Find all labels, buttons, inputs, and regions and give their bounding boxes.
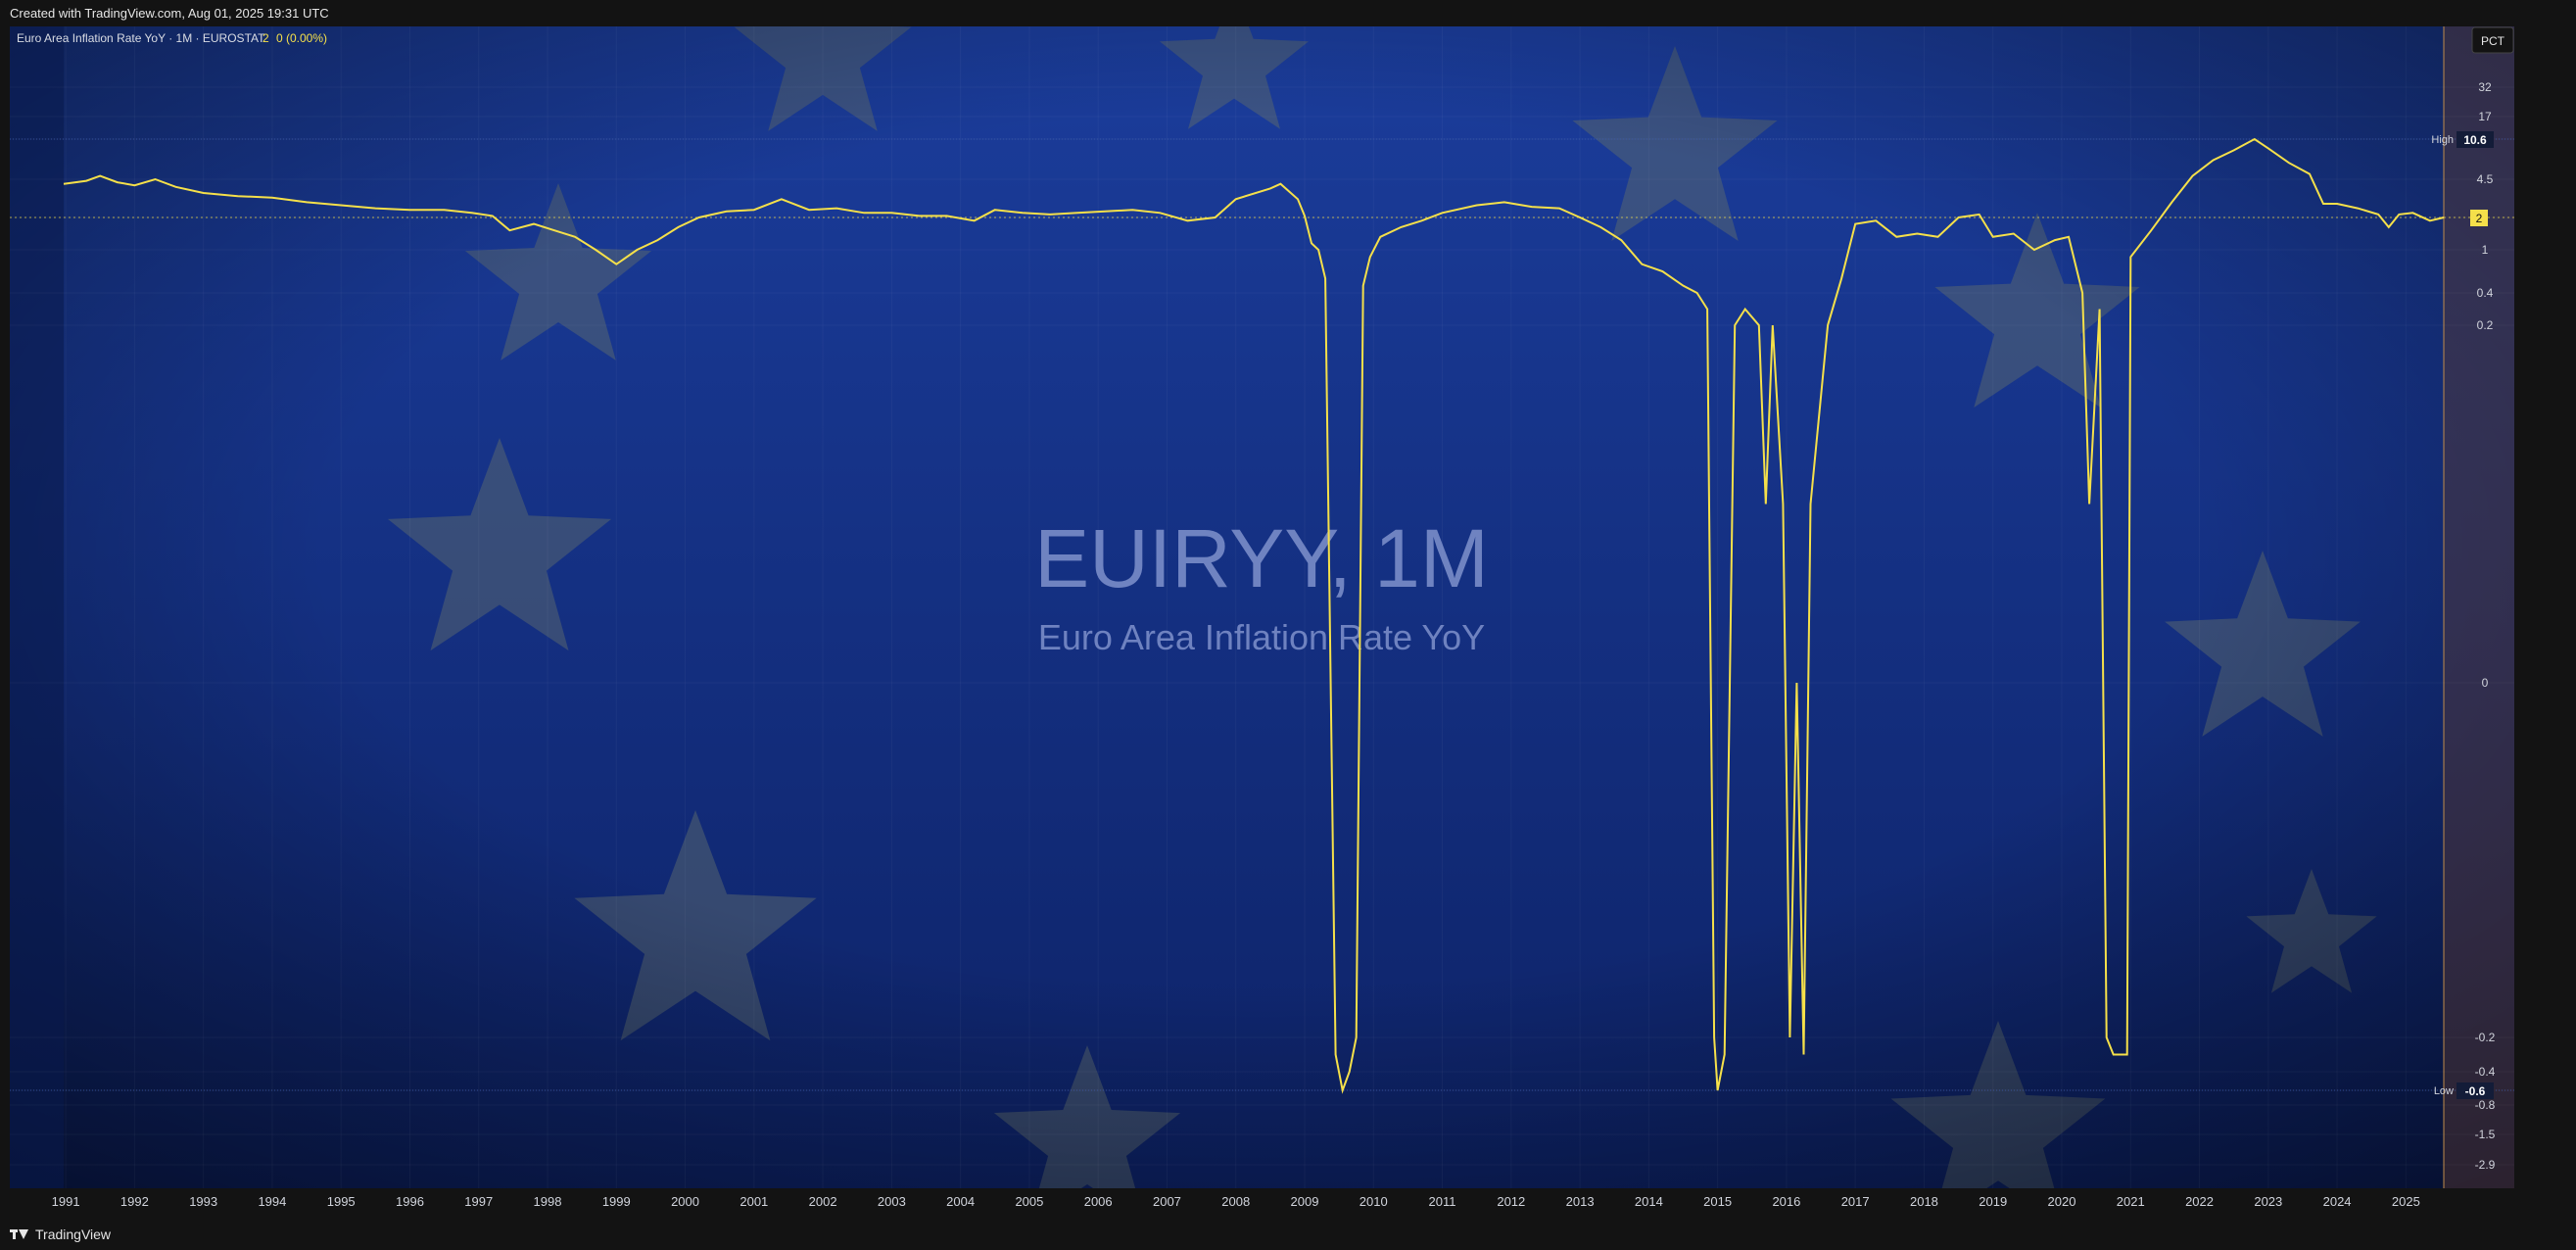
left-dark-band <box>10 26 64 1188</box>
watermark-description: Euro Area Inflation Rate YoY <box>1038 617 1485 657</box>
chart-svg[interactable]: EUIRYY, 1M Euro Area Inflation Rate YoY … <box>10 26 2514 1188</box>
series-line[interactable] <box>63 137 2445 1094</box>
y-tick-label: -1.5 <box>2475 1128 2496 1141</box>
x-tick-label: 2024 <box>2323 1194 2352 1209</box>
low-label: Low <box>2434 1085 2454 1097</box>
x-tick-label: 2005 <box>1015 1194 1043 1209</box>
x-tick-label: 2018 <box>1910 1194 1938 1209</box>
y-tick-label: -2.9 <box>2475 1158 2496 1172</box>
current-value-badge <box>2470 210 2488 226</box>
x-tick-label: 2015 <box>1703 1194 1732 1209</box>
x-tick-label: 2003 <box>878 1194 906 1209</box>
x-tick-label: 2000 <box>671 1194 699 1209</box>
y-tick-label: 4.5 <box>2477 172 2494 186</box>
high-value-badge <box>2457 131 2494 148</box>
x-tick-label: 2014 <box>1635 1194 1663 1209</box>
x-tick-label: 2010 <box>1360 1194 1388 1209</box>
x-tick-label: 2007 <box>1153 1194 1181 1209</box>
x-tick-label: 1995 <box>327 1194 356 1209</box>
x-tick-label: 2012 <box>1497 1194 1525 1209</box>
top-bar: Created with TradingView.com, Aug 01, 20… <box>0 0 2576 25</box>
tradingview-logo-icon <box>10 1228 29 1240</box>
x-tick-label: 1998 <box>534 1194 562 1209</box>
x-axis[interactable]: 1991 1992 1993 1994 1995 1996 1997 1998 1999 2000… <box>10 1188 2514 1218</box>
high-label: High <box>2431 134 2454 146</box>
watermark: EUIRYY, 1M Euro Area Inflation Rate YoY <box>1034 512 1489 657</box>
y-tick-label: -0.4 <box>2475 1065 2496 1079</box>
y-tick-label: -0.8 <box>2475 1098 2496 1112</box>
x-tick-label: 2022 <box>2185 1194 2214 1209</box>
x-tick-label: 1999 <box>602 1194 631 1209</box>
high-value: 10.6 <box>2463 133 2487 147</box>
y-tick-label: 17 <box>2478 110 2492 123</box>
y-tick-label: 32 <box>2478 80 2492 94</box>
x-tick-label: 2004 <box>946 1194 975 1209</box>
current-value: 2 <box>2476 212 2483 225</box>
x-tick-label: 2011 <box>1429 1194 1456 1209</box>
y-tick-label: 0.2 <box>2477 318 2494 332</box>
x-tick-label: 1991 <box>52 1194 80 1209</box>
x-tick-label: 2009 <box>1291 1194 1319 1209</box>
low-value-badge <box>2457 1082 2494 1099</box>
credit-text: Created with TradingView.com, Aug 01, 20… <box>10 6 329 21</box>
x-tick-label: 2017 <box>1841 1194 1870 1209</box>
brand[interactable]: TradingView <box>10 1226 111 1242</box>
x-axis-ticks: 1991 1992 1993 1994 1995 1996 1997 1998 1999 2000… <box>52 1194 2420 1209</box>
x-tick-label: 2021 <box>2117 1194 2145 1209</box>
x-tick-label: 2002 <box>809 1194 837 1209</box>
legend-change: 0 (0.00%) <box>276 31 327 45</box>
legend-series-name: Euro Area Inflation Rate YoY · 1M · EURO… <box>17 31 265 45</box>
brand-text: TradingView <box>35 1226 112 1242</box>
x-tick-label: 2016 <box>1772 1194 1800 1209</box>
legend-last-value: 2 <box>262 31 269 45</box>
y-tick-label: -0.2 <box>2475 1031 2496 1044</box>
x-tick-label: 1992 <box>120 1194 149 1209</box>
scale-label[interactable]: PCT <box>2481 34 2505 48</box>
x-tick-label: 1996 <box>396 1194 424 1209</box>
vignette-overlay <box>10 26 2514 1188</box>
y-tick-label: 0 <box>2482 676 2489 690</box>
legend: Euro Area Inflation Rate YoY · 1M · EURO… <box>17 31 327 45</box>
x-tick-label: 2025 <box>2392 1194 2420 1209</box>
y-axis-ticks: 32 17 4.5 1 0.4 0.2 0 -0.2 -0.4 -0.8 -1.5 -2.9 <box>2475 80 2496 1172</box>
x-tick-label: 2020 <box>2048 1194 2076 1209</box>
x-tick-label: 2001 <box>739 1194 768 1209</box>
x-tick-label: 2013 <box>1566 1194 1595 1209</box>
x-tick-label: 2006 <box>1084 1194 1113 1209</box>
bottom-bar: TradingView <box>0 1219 2576 1250</box>
scale-button[interactable]: PCT <box>2471 26 2514 54</box>
y-tick-label: 1 <box>2482 243 2489 257</box>
chart-pane[interactable]: EUIRYY, 1M Euro Area Inflation Rate YoY … <box>10 26 2514 1188</box>
low-value: -0.6 <box>2465 1084 2486 1098</box>
x-tick-label: 2023 <box>2254 1194 2282 1209</box>
x-tick-label: 2019 <box>1979 1194 2007 1209</box>
y-tick-label: 0.4 <box>2477 286 2494 300</box>
x-tick-label: 2008 <box>1221 1194 1250 1209</box>
x-tick-label: 1997 <box>464 1194 493 1209</box>
watermark-symbol: EUIRYY, 1M <box>1034 512 1489 604</box>
x-tick-label: 1994 <box>258 1194 286 1209</box>
x-tick-label: 1993 <box>189 1194 217 1209</box>
